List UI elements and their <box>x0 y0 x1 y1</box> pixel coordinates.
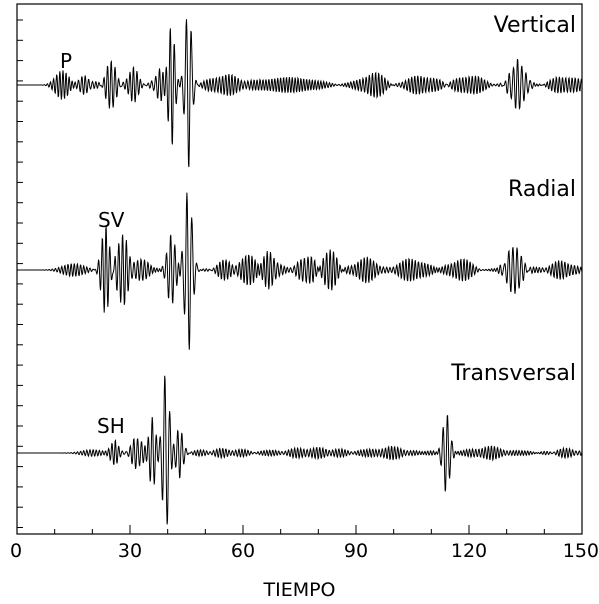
plot-frame <box>16 3 583 535</box>
trace-transversal <box>17 375 583 525</box>
seismic-traces <box>17 19 583 525</box>
series-label: Transversal <box>450 361 576 386</box>
phase-label: P <box>60 49 72 73</box>
phase-label: SV <box>98 208 125 232</box>
series-label: Radial <box>508 177 576 202</box>
x-axis-label: TIEMPO <box>262 579 335 601</box>
series-label: Vertical <box>494 13 576 38</box>
x-tick-label: 150 <box>563 540 599 562</box>
x-tick-label: 60 <box>231 540 255 562</box>
phase-labels: P SV SH <box>60 49 125 438</box>
left-axis-ticks <box>17 19 23 528</box>
phase-label: SH <box>97 414 125 438</box>
x-tick-label: 90 <box>344 540 368 562</box>
x-tick-label: 120 <box>451 540 487 562</box>
x-tick-label: 30 <box>118 540 142 562</box>
x-tick-label: 0 <box>10 540 22 562</box>
trace-radial <box>17 192 583 350</box>
trace-labels: Vertical Radial Transversal <box>450 13 576 386</box>
x-axis-ticks <box>16 525 583 534</box>
trace-vertical <box>17 19 583 168</box>
x-axis-tick-labels: 0 30 60 90 120 150 <box>10 540 599 562</box>
